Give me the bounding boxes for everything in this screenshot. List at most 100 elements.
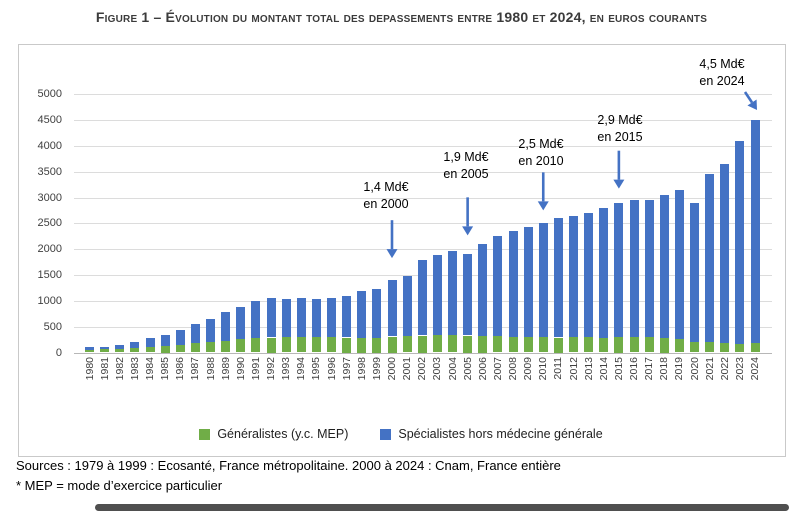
bar-segment-specialistes <box>644 200 654 338</box>
bar-segment-generalistes <box>387 336 397 353</box>
bar-segment-specialistes <box>750 120 760 344</box>
x-axis-label: 2015 <box>612 357 625 381</box>
x-axis-label: 1984 <box>144 357 156 381</box>
legend-swatch-specialistes-icon <box>380 428 392 440</box>
bar-segment-specialistes <box>493 236 503 337</box>
y-axis-label: 5000 <box>37 88 62 101</box>
x-axis-label: 2002 <box>416 357 429 381</box>
bar-segment-generalistes <box>190 343 200 353</box>
figure-footer: Sources : 1979 à 1999 : Ecosanté, France… <box>16 456 561 496</box>
annotation-year-text: en 2010 <box>518 154 564 168</box>
bar-segment-generalistes <box>569 337 578 353</box>
legend-item-generalistes: Généralistes (y.c. MEP) <box>199 427 348 441</box>
bar-segment-specialistes <box>538 223 548 338</box>
bar-segment-specialistes <box>372 289 382 338</box>
bar-segment-generalistes <box>100 349 110 353</box>
bar-segment-generalistes <box>599 337 609 353</box>
footer-note: * MEP = mode d’exercice particulier <box>16 478 223 493</box>
bar-segment-specialistes <box>342 296 352 338</box>
bar-segment-specialistes <box>266 297 276 338</box>
bar-segment-generalistes <box>206 341 215 353</box>
annotation-label: 2,5 Md€ en 2010 <box>518 136 563 170</box>
bar-segment-specialistes <box>236 307 246 340</box>
annotation-label: 2,9 Md€ en 2015 <box>597 112 642 146</box>
figure-title: Figure 1 – Évolution du montant total de… <box>95 9 708 25</box>
y-axis-label: 4000 <box>37 139 62 152</box>
x-axis-label: 2013 <box>582 357 595 381</box>
bottom-scroll-bar <box>95 504 789 511</box>
bar-segment-specialistes <box>432 254 442 335</box>
annotation-value-text: 4,5 Md€ <box>699 57 745 71</box>
y-axis-label: 3000 <box>37 191 62 204</box>
annotation-label: 1,4 Md€ en 2000 <box>363 179 408 213</box>
x-axis-label: 2005 <box>461 357 474 381</box>
bar-segment-specialistes <box>281 299 291 338</box>
x-axis-label: 1990 <box>234 357 247 381</box>
bar-segment-generalistes <box>85 349 94 353</box>
bar-segment-generalistes <box>478 336 488 353</box>
x-axis-label: 1997 <box>340 357 353 381</box>
gridline <box>74 249 772 251</box>
annotation-value-text: 1,4 Md€ <box>363 180 409 194</box>
bar-segment-generalistes <box>372 337 382 353</box>
annotation-value-text: 2,5 Md€ <box>518 137 564 151</box>
bar-segment-generalistes <box>538 337 548 353</box>
y-axis-label: 0 <box>55 346 62 359</box>
bar-segment-generalistes <box>584 337 594 353</box>
x-axis-label: 1999 <box>370 357 383 381</box>
x-axis-label: 2001 <box>401 357 414 381</box>
x-axis-label: 2023 <box>733 357 746 381</box>
bar-segment-specialistes <box>145 338 155 347</box>
bar-segment-generalistes <box>236 339 246 353</box>
bar-segment-generalistes <box>342 337 352 353</box>
x-axis-label: 1985 <box>159 357 172 381</box>
bar-segment-generalistes <box>417 335 427 353</box>
bar-segment-generalistes <box>629 337 639 353</box>
x-axis-label: 2016 <box>628 357 640 381</box>
x-axis-label: 1986 <box>174 357 187 381</box>
gridline <box>74 352 772 354</box>
x-axis-label: 2022 <box>718 357 731 381</box>
gridline <box>74 94 772 96</box>
x-axis-label: 1982 <box>113 357 126 381</box>
bar-segment-specialistes <box>674 189 684 340</box>
x-axis-label: 1988 <box>204 357 217 381</box>
bar-segment-specialistes <box>251 300 261 339</box>
y-axis-label: 2000 <box>37 243 62 256</box>
y-axis-label: 1500 <box>37 269 62 281</box>
bar-segment-generalistes <box>720 342 730 353</box>
x-axis-label: 2000 <box>386 357 398 381</box>
y-axis-label: 2500 <box>37 217 62 230</box>
chart-frame <box>18 44 786 457</box>
bar-segment-specialistes <box>175 330 185 345</box>
bar-segment-generalistes <box>614 337 624 353</box>
x-axis-label: 2009 <box>522 357 535 381</box>
x-axis-label: 2012 <box>567 357 580 381</box>
annotation-value-text: 1,9 Md€ <box>443 150 489 164</box>
bar-segment-specialistes <box>553 218 563 338</box>
bar-segment-generalistes <box>327 337 336 353</box>
legend-label-generalistes: Généralistes (y.c. MEP) <box>217 427 349 441</box>
x-axis-label: 2006 <box>476 357 489 381</box>
x-axis-label: 1998 <box>355 357 368 381</box>
bar-segment-specialistes <box>311 298 321 338</box>
chart-legend: Généralistes (y.c. MEP) Spécialistes hor… <box>18 427 784 441</box>
bar-segment-specialistes <box>190 324 200 344</box>
bar-segment-generalistes <box>145 347 155 353</box>
bar-segment-generalistes <box>296 337 306 353</box>
bar-segment-specialistes <box>614 202 624 337</box>
bar-segment-specialistes <box>206 318 215 342</box>
bar-segment-generalistes <box>508 336 518 353</box>
bar-segment-specialistes <box>417 260 427 336</box>
bar-segment-generalistes <box>266 337 276 353</box>
x-axis-label: 1992 <box>265 357 277 381</box>
bar-segment-generalistes <box>281 337 291 353</box>
bar-segment-specialistes <box>508 231 518 337</box>
bar-segment-generalistes <box>553 337 563 353</box>
bar-segment-specialistes <box>720 163 730 343</box>
x-axis-label: 1980 <box>83 357 96 381</box>
bar-segment-specialistes <box>160 335 170 346</box>
x-axis-label: 2019 <box>673 357 686 381</box>
bar-segment-specialistes <box>100 346 110 350</box>
